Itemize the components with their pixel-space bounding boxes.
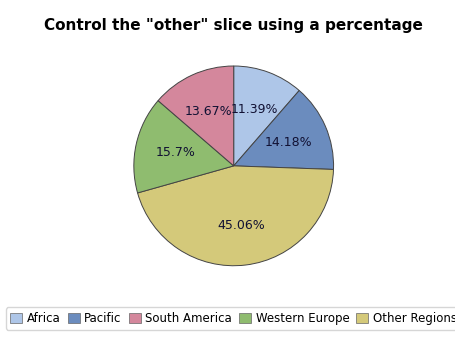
Wedge shape	[233, 66, 298, 166]
Title: Control the "other" slice using a percentage: Control the "other" slice using a percen…	[44, 18, 422, 33]
Wedge shape	[137, 166, 333, 266]
Wedge shape	[134, 101, 233, 193]
Wedge shape	[233, 91, 333, 169]
Text: 14.18%: 14.18%	[264, 135, 312, 148]
Wedge shape	[158, 66, 233, 166]
Text: 45.06%: 45.06%	[217, 219, 264, 232]
Text: 13.67%: 13.67%	[185, 105, 232, 118]
Text: 15.7%: 15.7%	[155, 146, 195, 159]
Text: 11.39%: 11.39%	[230, 103, 278, 116]
Legend: Africa, Pacific, South America, Western Europe, Other Regions: Africa, Pacific, South America, Western …	[5, 307, 455, 330]
